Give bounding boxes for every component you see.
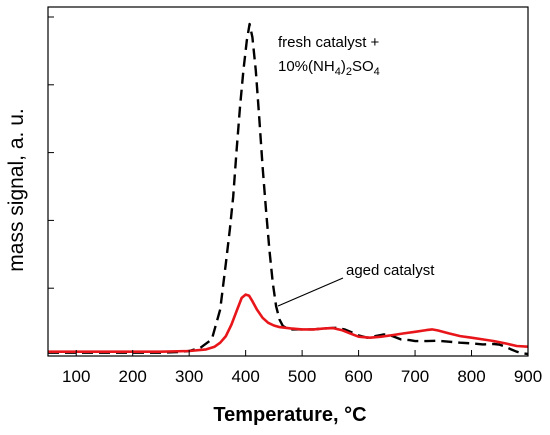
x-tick-label: 900 (514, 367, 542, 386)
fresh-catalyst-label-line1: fresh catalyst + (278, 34, 380, 51)
x-axis-title: Temperature, °C (213, 404, 366, 426)
aged-catalyst-leader-line (277, 277, 344, 307)
plot-area (48, 22, 529, 356)
x-tick-label: 400 (231, 367, 259, 386)
x-tick-label: 500 (288, 367, 316, 386)
fresh-catalyst-series-line (48, 22, 529, 356)
x-tick-label: 700 (401, 367, 429, 386)
aged-catalyst-label: aged catalyst (346, 262, 435, 279)
x-tick-label: 200 (119, 367, 147, 386)
x-axis: 100 200 300 400 500 600 700 800 900 (62, 350, 542, 386)
x-tick-label: 300 (175, 367, 203, 386)
aged-catalyst-series-line (48, 293, 529, 353)
x-tick-label: 100 (62, 367, 90, 386)
plot-frame (47, 6, 529, 357)
x-tick-label: 800 (457, 367, 485, 386)
fresh-catalyst-label-line2: 10%(NH4)2SO4 (278, 58, 380, 78)
y-axis (48, 16, 54, 357)
y-axis-title: mass signal, a. u. (5, 108, 28, 271)
x-tick-label: 600 (344, 367, 372, 386)
